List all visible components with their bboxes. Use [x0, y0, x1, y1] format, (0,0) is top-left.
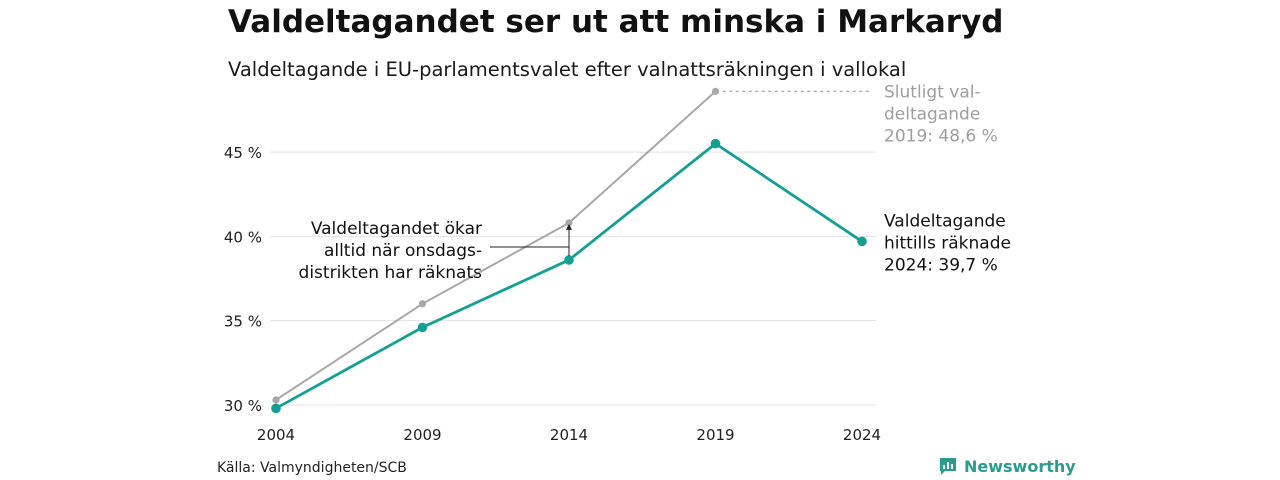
final-turnout-point — [272, 396, 280, 404]
final-turnout-point — [711, 87, 720, 95]
y-tick-label: 35 % — [224, 313, 262, 331]
x-tick-label: 2024 — [843, 426, 881, 444]
current-turnout-label: Valdeltagande — [884, 211, 1006, 231]
final-turnout-label: deltagande — [884, 104, 980, 124]
current-turnout-label: hittills räknade — [884, 233, 1011, 253]
y-tick-label: 30 % — [224, 397, 262, 415]
election-night-point — [271, 403, 281, 414]
source-note: Källa: Valmyndigheten/SCB — [217, 460, 407, 476]
chart-subtitle: Valdeltagande i EU-parlamentsvalet efter… — [228, 58, 907, 81]
x-tick-label: 2014 — [550, 426, 588, 444]
y-tick-label: 45 % — [224, 144, 262, 162]
final-turnout-label: Slutligt val- — [884, 82, 981, 102]
newsworthy-logo-icon — [940, 458, 956, 475]
note-arrowhead — [566, 223, 572, 230]
brand-name: Newsworthy — [964, 456, 1076, 476]
election-night-point — [564, 255, 574, 265]
x-tick-label: 2009 — [403, 426, 441, 444]
brand-logo: Newsworthy — [938, 456, 1076, 476]
x-tick-label: 2004 — [257, 426, 295, 444]
x-tick-label: 2019 — [696, 426, 734, 444]
final-turnout-point — [565, 219, 573, 227]
note-label: Valdeltagandet ökar — [311, 219, 482, 239]
final-turnout-point — [418, 300, 427, 308]
final-turnout-line — [275, 90, 717, 401]
election-night-point — [710, 138, 721, 149]
line-chart: 30 % 35 % 40 % 45 % 2004 2009 2014 2019 2024 Slut… — [224, 82, 1011, 444]
chart-title: Valdeltagandet ser ut att minska i Marka… — [228, 4, 1004, 40]
y-tick-label: 40 % — [224, 228, 262, 246]
election-night-point — [417, 322, 428, 333]
current-turnout-label: 2024: 39,7 % — [884, 255, 998, 275]
note-label: alltid när onsdags- — [324, 241, 482, 261]
final-turnout-label: 2019: 48,6 % — [884, 126, 998, 146]
election-night-point — [857, 236, 867, 247]
note-label: distrikten har räknats — [299, 263, 483, 283]
